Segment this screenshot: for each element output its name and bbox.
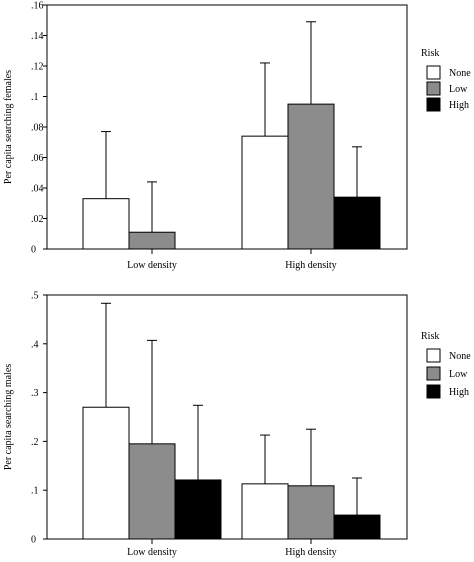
- bar: [287, 103, 335, 250]
- bar: [174, 479, 222, 540]
- chart-panel-1: 0 .02 .04 .06 .08 .1 .12 .14 .16 Per capita searc…: [3, 1, 471, 272]
- bar: [128, 443, 176, 540]
- y-tick-label: .04: [31, 184, 44, 195]
- y-tick-label: .06: [31, 153, 44, 164]
- bar: [241, 135, 289, 250]
- x-tick-label: High density: [285, 260, 336, 271]
- y-tick-label: .02: [31, 214, 44, 225]
- y-tick-label: .2: [31, 437, 39, 448]
- chart-panel-2: 0 .1 .2 .3 .4 .5 Per capita searching males Low…: [3, 291, 471, 559]
- y-tick-label: .14: [31, 31, 44, 42]
- y-tick-label: .1: [31, 92, 39, 103]
- legend-label: High: [449, 387, 469, 398]
- legend-label: None: [449, 351, 471, 362]
- x-tick-label: Low density: [127, 260, 177, 271]
- y-tick-label: 0: [31, 245, 36, 256]
- bar: [333, 196, 381, 250]
- bar: [241, 483, 289, 540]
- bar: [82, 406, 130, 540]
- legend-label: None: [449, 68, 471, 79]
- legend-label: Low: [449, 369, 468, 380]
- x-tick-label: High density: [285, 547, 336, 558]
- y-tick-label: .16: [31, 1, 44, 12]
- legend-swatch: [426, 348, 441, 363]
- plot-frame: [46, 294, 408, 540]
- x-tick-label: Low density: [127, 547, 177, 558]
- legend-title: Risk: [421, 331, 439, 342]
- legend-title: Risk: [421, 48, 439, 59]
- y-tick-label: 0: [31, 535, 36, 546]
- y-tick-label: .5: [31, 291, 39, 302]
- legend-label: High: [449, 100, 469, 111]
- legend-swatch: [426, 384, 441, 399]
- y-tick-label: .3: [31, 388, 39, 399]
- bar: [287, 485, 335, 540]
- y-axis-label: Per capita searching females: [3, 70, 14, 184]
- y-tick-label: .12: [31, 62, 44, 73]
- legend: Risk None Low High: [421, 48, 471, 112]
- bar: [128, 231, 176, 250]
- legend-label: Low: [449, 84, 468, 95]
- legend-swatch: [426, 65, 441, 80]
- legend: Risk None Low High: [421, 331, 471, 399]
- legend-swatch: [426, 81, 441, 96]
- bar: [333, 514, 381, 540]
- y-tick-label: .1: [31, 486, 39, 497]
- legend-swatch: [426, 97, 441, 112]
- y-tick-label: .08: [31, 123, 44, 134]
- y-tick-label: .4: [31, 339, 39, 350]
- y-axis-label: Per capita searching males: [3, 364, 14, 470]
- legend-swatch: [426, 366, 441, 381]
- bar: [82, 198, 130, 250]
